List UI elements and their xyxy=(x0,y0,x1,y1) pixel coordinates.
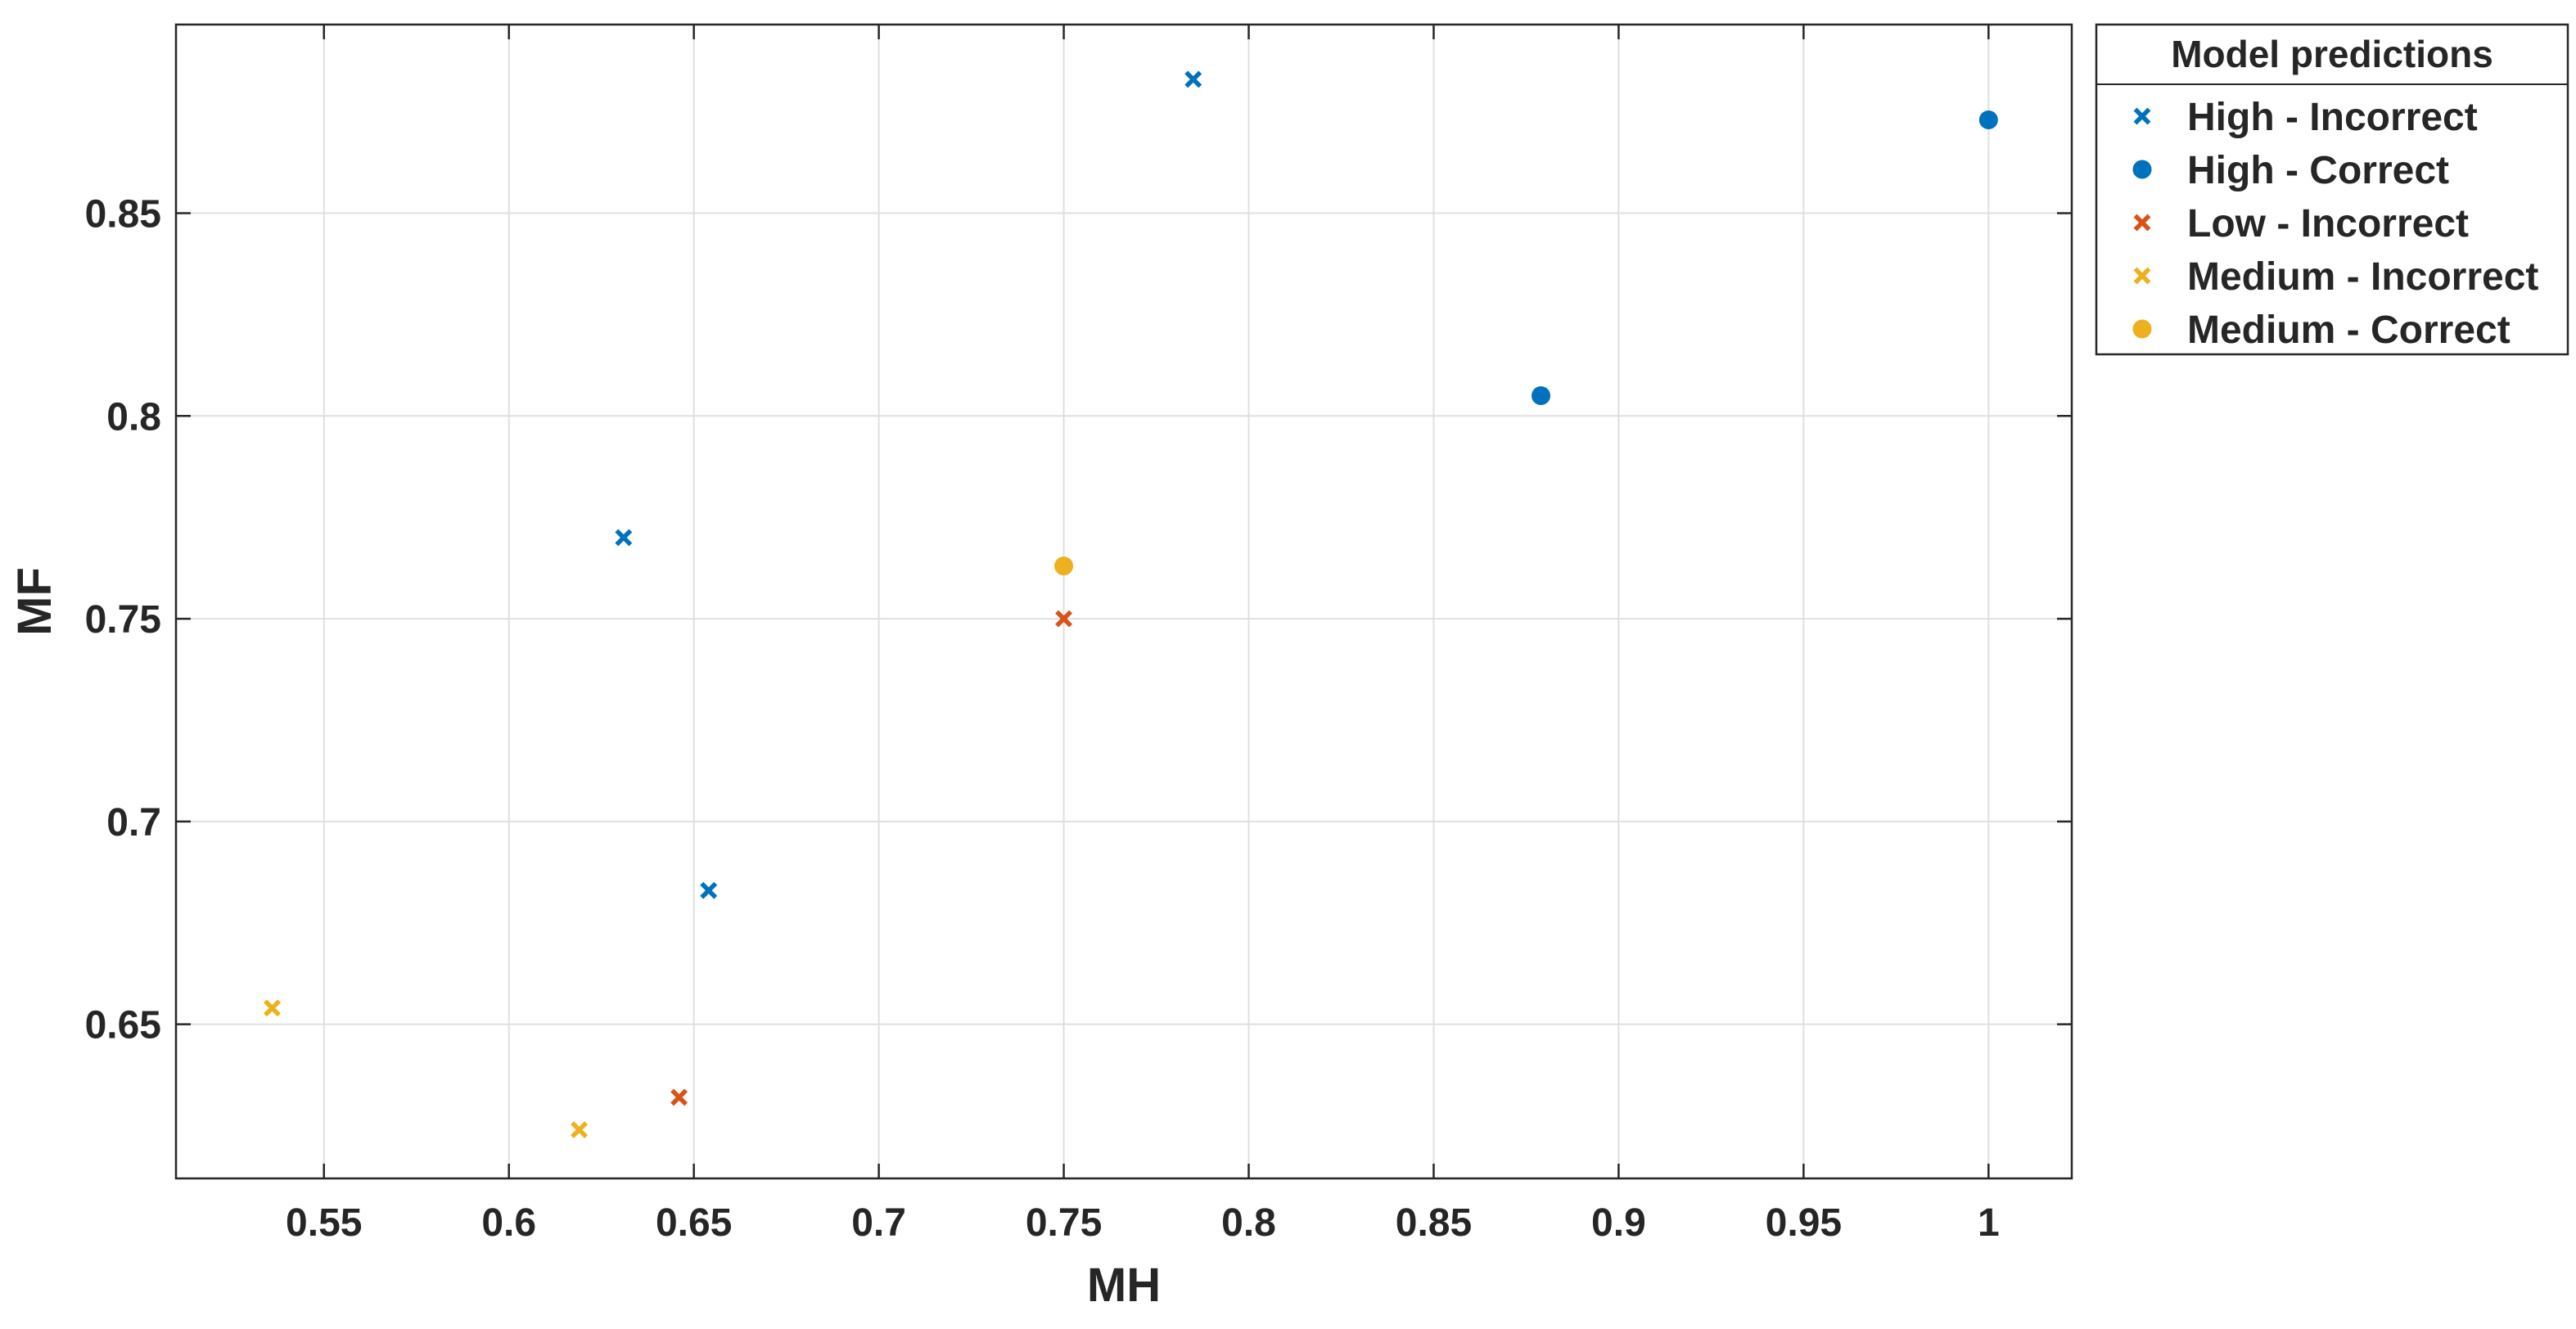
legend-label-medium-correct: Medium - Correct xyxy=(2187,309,2511,352)
data-point-medium-incorrect xyxy=(571,1121,589,1138)
marker-stroke xyxy=(2133,267,2151,285)
data-points xyxy=(264,70,1998,1138)
data-point-high-correct xyxy=(1978,110,1998,129)
legend-marker-high-correct xyxy=(2132,160,2152,179)
marker-stroke xyxy=(571,1121,589,1138)
data-point-medium-incorrect xyxy=(264,999,281,1017)
legend-label-low-incorrect: Low - Incorrect xyxy=(2187,202,2469,246)
y-tick-label: 0.8 xyxy=(106,395,161,439)
marker-stroke xyxy=(1184,70,1202,88)
data-point-high-incorrect xyxy=(1184,70,1202,88)
marker-stroke xyxy=(2133,107,2151,125)
x-tick-label: 1 xyxy=(1978,1201,2000,1245)
marker-stroke xyxy=(615,529,633,547)
marker-stroke xyxy=(700,881,718,899)
marker-stroke xyxy=(1055,610,1073,628)
x-tick-label: 0.75 xyxy=(1026,1201,1102,1245)
x-tick-label: 0.7 xyxy=(851,1201,906,1245)
legend-marker-medium-correct xyxy=(2132,319,2152,339)
y-tick-label: 0.85 xyxy=(85,192,161,236)
x-tick-label: 0.95 xyxy=(1766,1201,1842,1245)
axis-ticks: 0.55 0.6 0.65 0.7 0.75 0.8 0.85 0.9 0.95 1 0.65 0.7… xyxy=(85,25,2072,1245)
legend-label-high-correct: High - Correct xyxy=(2187,149,2449,192)
plot-background xyxy=(176,25,2072,1178)
data-point-high-incorrect xyxy=(615,529,633,547)
legend: Model predictions High - Incorrect High - … xyxy=(2095,23,2569,356)
legend-label-medium-incorrect: Medium - Incorrect xyxy=(2187,255,2538,299)
x-tick-label: 0.6 xyxy=(481,1201,536,1245)
x-tick-label: 0.55 xyxy=(286,1201,362,1245)
legend-marker-medium-incorrect xyxy=(2133,267,2151,285)
x-tick-label: 0.85 xyxy=(1396,1201,1472,1245)
marker-stroke xyxy=(670,1088,688,1106)
plot-frame xyxy=(174,23,2073,1180)
x-axis-label: MH xyxy=(1087,1259,1161,1312)
legend-label-high-incorrect: High - Incorrect xyxy=(2187,96,2478,139)
y-tick-label: 0.75 xyxy=(85,598,161,642)
legend-title: Model predictions xyxy=(2171,33,2493,75)
legend-marker-high-incorrect xyxy=(2133,107,2151,125)
legend-marker-low-incorrect xyxy=(2133,214,2151,232)
grid-lines xyxy=(176,25,2072,1178)
marker-stroke xyxy=(264,999,281,1017)
y-axis-label: MF xyxy=(8,567,61,636)
x-tick-label: 0.9 xyxy=(1591,1201,1646,1245)
data-point-medium-correct xyxy=(1054,556,1074,576)
data-point-low-incorrect xyxy=(670,1088,688,1106)
x-tick-label: 0.8 xyxy=(1221,1201,1276,1245)
data-point-low-incorrect xyxy=(1055,610,1073,628)
data-point-high-incorrect xyxy=(700,881,718,899)
x-tick-label: 0.65 xyxy=(656,1201,732,1245)
legend-box xyxy=(2095,23,2569,356)
marker-stroke xyxy=(2133,214,2151,232)
data-point-high-correct xyxy=(1532,385,1551,405)
y-tick-label: 0.7 xyxy=(106,801,161,845)
y-tick-label: 0.65 xyxy=(85,1004,161,1047)
